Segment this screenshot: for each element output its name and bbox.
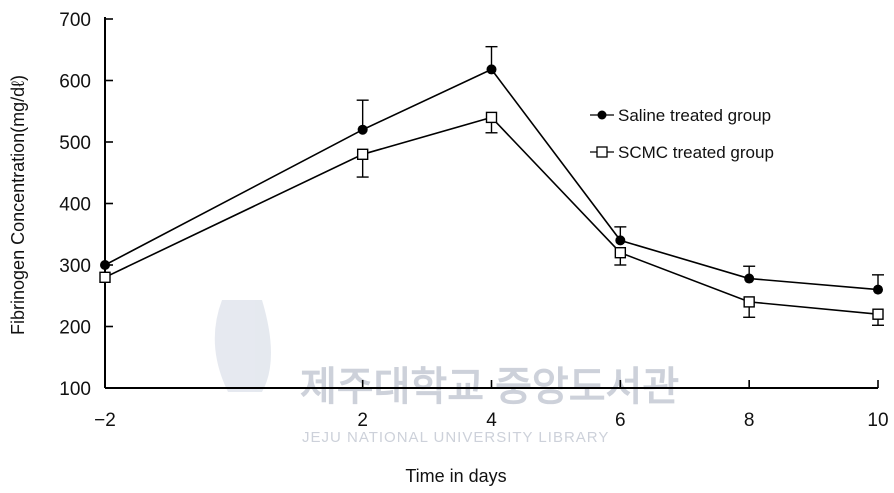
y-tick-label: 200 xyxy=(59,318,91,339)
watermark-english-text: JEJU NATIONAL UNIVERSITY LIBRARY xyxy=(302,429,609,446)
data-markers xyxy=(99,64,884,320)
x-axis-title: Time in days xyxy=(405,466,506,486)
y-tick-label: 100 xyxy=(59,379,91,400)
x-tick-label: 4 xyxy=(486,410,497,431)
data-point-scmc xyxy=(356,148,369,161)
data-point-scmc xyxy=(485,111,498,124)
legend-saline-label: Saline treated group xyxy=(618,106,771,125)
data-point-saline xyxy=(873,284,883,295)
y-tick-label: 700 xyxy=(59,10,91,31)
series-line-scmc xyxy=(104,116,879,315)
library-logo xyxy=(214,300,271,392)
data-point-saline xyxy=(486,64,497,75)
data-point-scmc xyxy=(99,271,111,283)
x-tick-label: 8 xyxy=(744,410,755,431)
y-tick-label: 500 xyxy=(59,133,91,154)
data-point-scmc xyxy=(614,246,627,259)
x-tick-label: 2 xyxy=(357,410,368,431)
y-tick-label: 300 xyxy=(59,256,91,277)
data-point-saline xyxy=(615,235,626,246)
legend-scmc-label: SCMC treated group xyxy=(618,143,774,162)
y-tick-label: 600 xyxy=(59,72,91,93)
data-point-scmc xyxy=(872,308,884,320)
x-tick-label: −2 xyxy=(94,410,116,431)
y-axis-title: Fibrinogen Concentration(mg/dℓ) xyxy=(8,75,28,335)
axis-ticks: 100 200 300 400 500 600 700 −2 2 4 6 8 10 xyxy=(59,10,888,431)
series-line-saline xyxy=(104,68,879,291)
data-point-saline xyxy=(357,124,368,135)
data-point-saline xyxy=(100,260,110,270)
library-watermark: 제주대학교 중앙도서관 JEJU NATIONAL UNIVERSITY LIB… xyxy=(214,300,679,446)
legend-saline-marker xyxy=(597,110,607,120)
x-tick-label: 10 xyxy=(867,410,888,431)
legend: Saline treated group SCMC treated group xyxy=(590,106,774,162)
series-lines xyxy=(104,68,879,315)
data-point-scmc xyxy=(743,296,755,308)
x-tick-label: 6 xyxy=(615,410,626,431)
y-tick-label: 400 xyxy=(59,195,91,216)
legend-scmc-marker xyxy=(596,146,608,158)
data-point-saline xyxy=(744,273,755,284)
